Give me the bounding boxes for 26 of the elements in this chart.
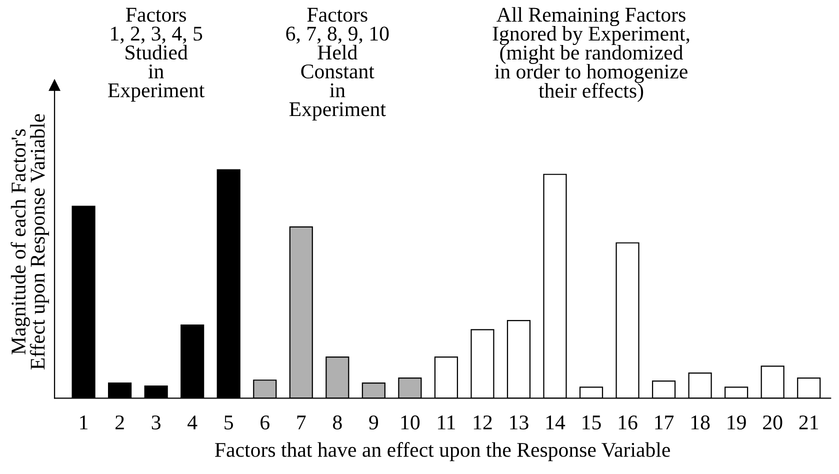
x-tick-label: 13 (510, 415, 528, 430)
x-tick-label: 3 (152, 415, 160, 430)
x-tick-label: 7 (297, 416, 306, 430)
x-tick-label: 2 (116, 415, 124, 430)
x-tick-label: 11 (438, 416, 455, 430)
x-tick-label: 9 (369, 415, 378, 430)
x-tick-label: 20 (763, 415, 782, 430)
x-tick-label: 10 (401, 415, 420, 430)
x-tick-label: 18 (691, 415, 710, 430)
x-tick-label: 1 (80, 416, 88, 430)
x-tick-label: 19 (728, 415, 746, 430)
x-tick-label: 12 (474, 415, 492, 430)
x-tick-label: 14 (546, 416, 566, 430)
x-tick-label: 4 (188, 416, 198, 430)
text: Factors 1, 2, 3, 4, 5 Studied in Experiment (108, 8, 205, 102)
x-tick-label: 21 (799, 415, 818, 430)
text: Factors 6, 7, 8, 9, 10 Held Constant in Experiment (286, 8, 389, 120)
x-tick-label: 5 (224, 416, 233, 430)
y-axis-title: Magnitude of each Factor's Effect upon Response Variable (10, 114, 49, 370)
text: All Remaining Factors Ignored by Experiment, (might be randomized in order to homogenize their effects) (492, 7, 690, 102)
x-tick-label: 17 (655, 416, 674, 430)
x-tick-label: 6 (260, 415, 270, 430)
x-tick-label: 16 (618, 415, 638, 430)
x-tick-label: 15 (582, 416, 601, 430)
x-axis-title: Factors that have an effect upon the Response Variable (215, 442, 670, 462)
x-tick-label: 8 (332, 415, 342, 430)
